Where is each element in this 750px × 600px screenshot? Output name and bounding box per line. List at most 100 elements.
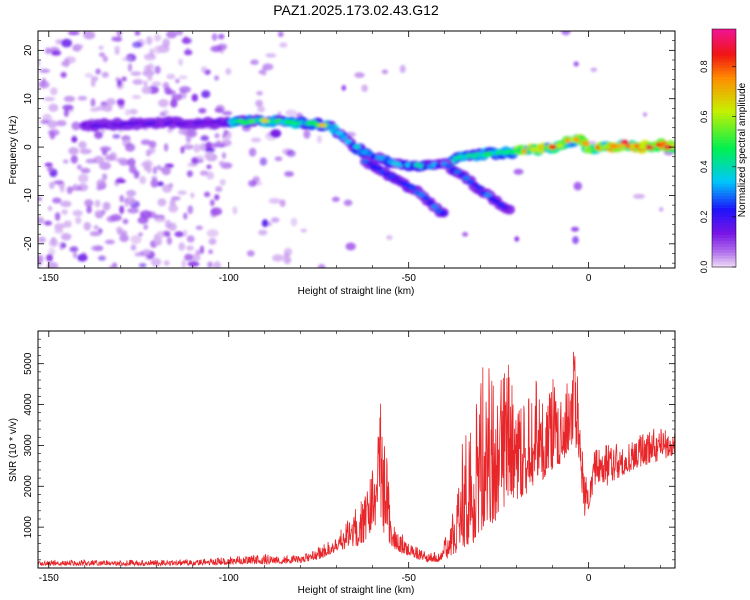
spectrogram-blob <box>112 262 118 267</box>
spectrogram-blob <box>84 73 93 78</box>
spectrogram-blob <box>101 173 108 181</box>
spectrogram-blob <box>129 158 134 168</box>
spectrogram-blob <box>272 254 284 262</box>
colorbar-swatch <box>712 142 736 146</box>
colorbar-swatch <box>712 237 736 241</box>
colorbar-swatch <box>712 76 736 81</box>
spectrogram-blob <box>278 31 284 38</box>
spectrogram-blob <box>206 229 219 238</box>
spectrogram-blob <box>130 71 142 76</box>
spectrogram-blob <box>439 210 448 216</box>
spectrogram-blob <box>642 112 648 117</box>
figure-title: PAZ1.2025.173.02.43.G12 <box>273 2 439 18</box>
spectrogram-blob <box>572 236 579 245</box>
spectrogram-blob <box>132 78 144 85</box>
spectrogram-blob <box>129 108 138 115</box>
spectrogram-blob <box>199 170 209 176</box>
spectrogram-blob <box>61 209 68 215</box>
spectrogram-blob <box>417 192 426 198</box>
spectrogram-blob <box>205 148 215 153</box>
spectrogram-blob <box>361 84 368 93</box>
spectrogram-blob <box>335 130 344 136</box>
spectrogram-blob <box>341 84 347 91</box>
spectrogram-blob <box>211 33 218 41</box>
spectrogram-blob <box>158 99 169 108</box>
spectrogram-blob <box>89 107 99 112</box>
spectrogram-blob <box>633 193 645 199</box>
spectrogram-blob <box>138 263 147 268</box>
colorbar-swatch <box>712 153 736 158</box>
spectrogram-blob <box>422 195 430 201</box>
spectrogram-blob <box>154 65 161 75</box>
spectrogram-blob <box>101 71 109 78</box>
spectrogram-blob <box>112 134 121 139</box>
spectrogram-blob <box>102 104 113 112</box>
spectrogram-blob <box>119 194 124 203</box>
colorbar-swatch <box>712 201 736 206</box>
spectrogram-blob <box>175 31 184 36</box>
spectrogram-blob <box>154 217 166 223</box>
spectrogram-blob <box>166 236 173 245</box>
spectrogram-blob <box>232 206 238 215</box>
spectrogram-blob <box>571 226 579 232</box>
spectrogram-blob <box>72 251 78 259</box>
y-tick-label: 1000 <box>23 516 34 539</box>
spectrogram-blob <box>38 236 47 243</box>
spectrogram-blob <box>258 229 268 236</box>
spectrogram-blob <box>157 181 164 187</box>
spectrogram-blob <box>167 31 176 37</box>
spectrogram-blob <box>426 200 435 206</box>
colorbar-swatch <box>712 58 736 63</box>
spectrogram-blob <box>191 156 199 165</box>
colorbar-swatch <box>712 67 736 72</box>
spectrogram-blob <box>67 31 80 36</box>
spectrogram-frame <box>37 30 676 269</box>
spectrogram-blob <box>63 159 69 164</box>
spectrogram-blob <box>48 239 59 248</box>
colorbar-swatch <box>712 168 736 173</box>
spectrogram-blob <box>148 146 156 154</box>
spectrogram-blob <box>154 241 162 246</box>
spectrogram-blob <box>76 164 82 170</box>
colorbar-swatch <box>712 192 736 197</box>
spectrogram-blob <box>140 162 150 167</box>
spectrogram-blob <box>130 235 142 244</box>
spectrogram-blob <box>177 190 187 195</box>
colorbar-swatch <box>712 243 736 247</box>
colorbar-swatch <box>712 145 736 149</box>
x-tick-label: -100 <box>219 273 239 284</box>
colorbar-swatch <box>712 159 736 164</box>
colorbar-swatch <box>712 85 736 90</box>
colorbar-swatch <box>712 258 736 262</box>
spectrogram-blob <box>143 248 151 256</box>
spectrogram-blob <box>142 69 155 77</box>
spectrogram-blob <box>150 178 159 188</box>
snr-frame <box>37 330 676 569</box>
colorbar-swatch <box>712 204 736 209</box>
spectrogram-blob <box>178 58 184 67</box>
spectrogram-blob <box>445 163 453 169</box>
spectrogram-blob <box>80 167 91 174</box>
spectrogram-blob <box>169 199 176 206</box>
spectrogram-blob <box>203 191 211 198</box>
spectrogram-blob <box>430 204 439 210</box>
spectrogram-blob <box>462 175 471 181</box>
spectrogram-blob <box>127 63 133 72</box>
spectrogram-blob <box>391 176 400 181</box>
spectrogram-blob <box>116 98 125 106</box>
spectrogram-blob <box>139 175 147 185</box>
spectrogram-blob <box>60 200 72 208</box>
spectrogram-blob <box>145 36 153 45</box>
colorbar-swatch <box>712 118 736 122</box>
spectrogram-blob <box>162 230 171 235</box>
colorbar-swatch <box>712 183 736 188</box>
spectrogram-blob <box>475 185 484 191</box>
spectrogram-blob <box>248 179 257 187</box>
colorbar-swatch <box>712 94 736 99</box>
colorbar-tick-label: 0.0 <box>699 261 709 274</box>
spectrogram-blob <box>119 205 125 215</box>
colorbar-swatch <box>712 249 736 253</box>
colorbar: 0.0 0.2 0.4 0.6 0.8 Normalized spectral ampl… <box>699 28 748 274</box>
spectrogram-blob <box>125 143 136 152</box>
